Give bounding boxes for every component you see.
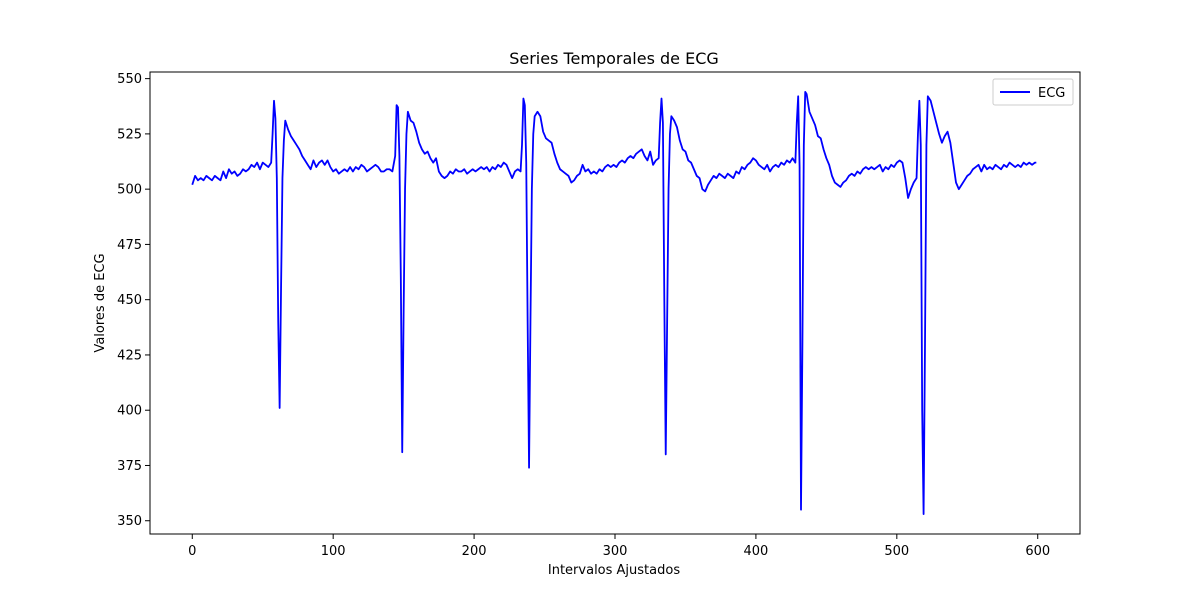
- chart-legend: ECG: [992, 78, 1074, 106]
- y-tick-label: 400: [117, 404, 142, 419]
- x-tick-label: 600: [1025, 544, 1050, 559]
- legend-label-ecg: ECG: [1038, 86, 1065, 101]
- legend-box: [992, 78, 1074, 106]
- y-tick-label: 550: [117, 72, 142, 87]
- ecg-series-line: [191, 90, 1037, 516]
- y-axis-label: Valores de ECG: [93, 253, 108, 352]
- y-tick-label: 425: [117, 348, 142, 363]
- x-tick-label: 0: [188, 544, 196, 559]
- y-tick-label: 525: [117, 127, 142, 142]
- y-tick-label: 350: [117, 514, 142, 529]
- y-tick-label: 475: [117, 238, 142, 253]
- x-tick-label: 100: [321, 544, 346, 559]
- x-tick-label: 500: [884, 544, 909, 559]
- y-tick-label: 500: [117, 183, 142, 198]
- x-tick-label: 300: [603, 544, 628, 559]
- y-axis-ticks: 350 375 400 425 450 475 500 525 550: [117, 72, 150, 529]
- y-tick-label: 450: [117, 293, 142, 308]
- chart-title: Series Temporales de ECG: [509, 49, 719, 68]
- x-tick-label: 200: [462, 544, 487, 559]
- plot-area-frame: [149, 71, 1081, 535]
- x-tick-label: 400: [743, 544, 768, 559]
- x-axis-ticks: 0 100 200 300 400 500 600: [188, 534, 1050, 559]
- y-tick-label: 375: [117, 459, 142, 474]
- x-axis-label: Intervalos Ajustados: [548, 563, 680, 578]
